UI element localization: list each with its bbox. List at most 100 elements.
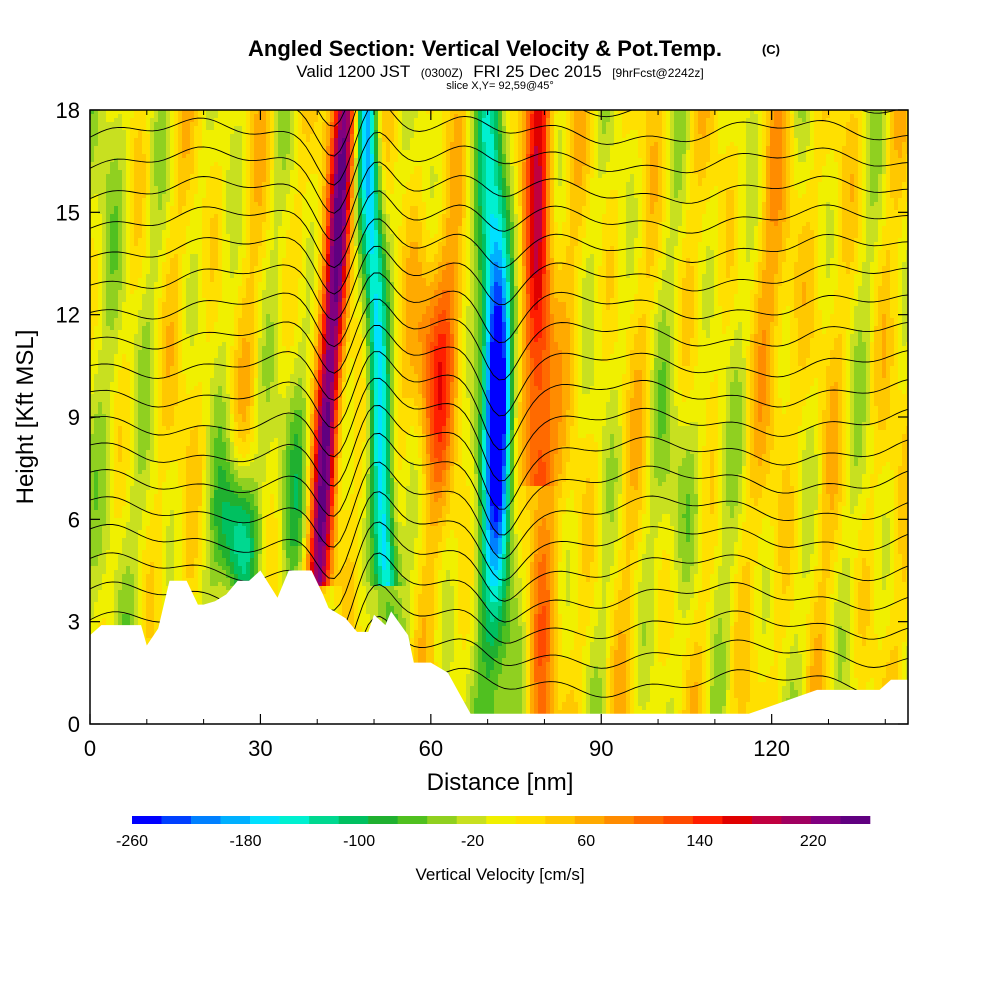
field-cell xyxy=(206,490,211,495)
field-cell xyxy=(182,170,187,175)
field-cell xyxy=(138,446,143,451)
field-cell xyxy=(122,166,127,171)
field-cell xyxy=(166,142,171,147)
field-cell xyxy=(182,406,187,411)
field-cell xyxy=(142,186,147,191)
field-cell xyxy=(182,162,187,167)
field-cell xyxy=(98,246,103,251)
field-cell xyxy=(126,594,131,599)
field-cell xyxy=(158,186,163,191)
field-cell xyxy=(126,254,131,259)
field-cell xyxy=(118,270,123,275)
field-cell xyxy=(94,418,99,423)
field-cell xyxy=(214,450,219,455)
field-cell xyxy=(118,478,123,483)
field-cell xyxy=(94,242,99,247)
field-cell xyxy=(218,198,223,203)
field-cell xyxy=(202,306,207,311)
field-cell xyxy=(206,226,211,231)
field-cell xyxy=(202,326,207,331)
field-cell xyxy=(194,266,199,271)
field-cell xyxy=(118,162,123,167)
field-cell xyxy=(130,202,135,207)
field-cell xyxy=(126,386,131,391)
field-cell xyxy=(194,526,199,531)
field-cell xyxy=(150,294,155,299)
field-cell xyxy=(158,342,163,347)
field-cell xyxy=(122,150,127,155)
field-cell xyxy=(206,166,211,171)
field-cell xyxy=(210,318,215,323)
field-cell xyxy=(166,410,171,415)
field-cell xyxy=(202,186,207,191)
field-cell xyxy=(122,594,127,599)
field-cell xyxy=(202,222,207,227)
field-cell xyxy=(206,190,211,195)
field-cell xyxy=(110,342,115,347)
field-cell xyxy=(202,210,207,215)
field-cell xyxy=(106,474,111,479)
field-cell xyxy=(118,214,123,219)
field-cell xyxy=(206,142,211,147)
field-cell xyxy=(166,506,171,511)
field-cell xyxy=(162,418,167,423)
field-cell xyxy=(158,390,163,395)
field-cell xyxy=(190,446,195,451)
field-cell xyxy=(114,130,119,135)
field-cell xyxy=(102,486,107,491)
field-cell xyxy=(94,438,99,443)
field-cell xyxy=(134,258,139,263)
field-cell xyxy=(94,206,99,211)
field-cell xyxy=(210,134,215,139)
field-cell xyxy=(190,114,195,119)
field-cell xyxy=(94,574,99,579)
field-cell xyxy=(102,570,107,575)
field-cell xyxy=(186,226,191,231)
field-cell xyxy=(178,522,183,527)
field-cell xyxy=(182,402,187,407)
field-cell xyxy=(198,306,203,311)
field-cell xyxy=(110,374,115,379)
field-cell xyxy=(98,182,103,187)
field-cell xyxy=(134,402,139,407)
field-cell xyxy=(110,146,115,151)
field-cell xyxy=(198,550,203,555)
field-cell xyxy=(106,198,111,203)
field-cell xyxy=(206,542,211,547)
field-cell xyxy=(102,310,107,315)
field-cell xyxy=(102,314,107,319)
field-cell xyxy=(118,142,123,147)
field-cell xyxy=(186,182,191,187)
field-cell xyxy=(198,350,203,355)
field-cell xyxy=(190,430,195,435)
field-cell xyxy=(162,438,167,443)
field-cell xyxy=(110,426,115,431)
field-cell xyxy=(186,350,191,355)
field-cell xyxy=(102,206,107,211)
field-cell xyxy=(134,522,139,527)
field-cell xyxy=(194,150,199,155)
field-cell xyxy=(174,518,179,523)
field-cell xyxy=(190,438,195,443)
field-cell xyxy=(130,266,135,271)
field-cell xyxy=(134,462,139,467)
field-cell xyxy=(110,386,115,391)
field-cell xyxy=(194,442,199,447)
field-cell xyxy=(106,594,111,599)
field-cell xyxy=(178,474,183,479)
field-cell xyxy=(142,294,147,299)
field-cell xyxy=(150,582,155,587)
field-cell xyxy=(170,174,175,179)
field-cell xyxy=(126,362,131,367)
field-cell xyxy=(114,202,119,207)
field-cell xyxy=(194,222,199,227)
field-cell xyxy=(110,438,115,443)
field-cell xyxy=(206,282,211,287)
field-cell xyxy=(206,574,211,579)
field-cell xyxy=(118,566,123,571)
field-cell xyxy=(158,514,163,519)
field-cell xyxy=(206,530,211,535)
field-cell xyxy=(186,374,191,379)
field-cell xyxy=(146,490,151,495)
field-cell xyxy=(138,150,143,155)
